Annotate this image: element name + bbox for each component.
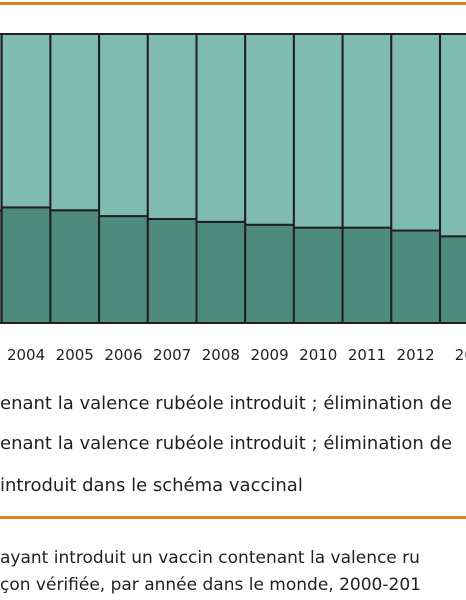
bar-upper-8	[341, 33, 393, 229]
legend-item-1: enant la valence rubéole introduit ; éli…	[0, 393, 453, 414]
top-orange-rule	[0, 2, 466, 5]
bar-upper-4	[146, 33, 198, 220]
bar-lower-9	[390, 229, 441, 325]
x-tick-label: 2005	[56, 346, 94, 364]
x-tick-label: 2009	[250, 346, 288, 364]
bar-lower-1	[0, 206, 52, 324]
caption-line-1: ayant introduit un vaccin contenant la v…	[0, 548, 420, 568]
legend-item-2: enant la valence rubéole introduit ; éli…	[0, 433, 453, 454]
legend-item-3: introduit dans le schéma vaccinal	[0, 475, 303, 496]
bar-lower-6	[244, 223, 295, 325]
x-tick-label: 2007	[153, 346, 191, 364]
bottom-orange-rule	[0, 516, 466, 519]
bar-lower-7	[292, 226, 344, 325]
x-tick-label: 2011	[348, 346, 386, 364]
x-tick-label: 2004	[7, 346, 45, 364]
x-tick-label: 2006	[104, 346, 142, 364]
bar-upper-10	[439, 33, 466, 238]
x-tick-label: 2008	[202, 346, 240, 364]
bar-upper-7	[292, 33, 344, 229]
bar-upper-5	[195, 33, 247, 223]
bar-lower-5	[195, 220, 247, 325]
bar-lower-4	[146, 217, 198, 325]
x-tick-label: 2012	[397, 346, 435, 364]
bar-upper-2	[49, 33, 101, 212]
bar-upper-3	[98, 33, 149, 218]
bar-upper-1	[0, 33, 52, 209]
bar-upper-6	[244, 33, 295, 226]
caption-line-2: çon vérifiée, par année dans le monde, 2…	[0, 575, 421, 595]
bar-upper-9	[390, 33, 441, 232]
bar-lower-2	[49, 209, 101, 324]
bar-lower-10	[439, 235, 466, 324]
bar-lower-8	[341, 226, 393, 325]
x-tick-label: 20	[455, 346, 466, 364]
bar-lower-3	[98, 215, 149, 325]
x-tick-label: 2010	[299, 346, 337, 364]
stacked-bar-chart: 2004 2005 2006 2007 2008 2009 2010 2011 2012 20	[0, 33, 466, 364]
